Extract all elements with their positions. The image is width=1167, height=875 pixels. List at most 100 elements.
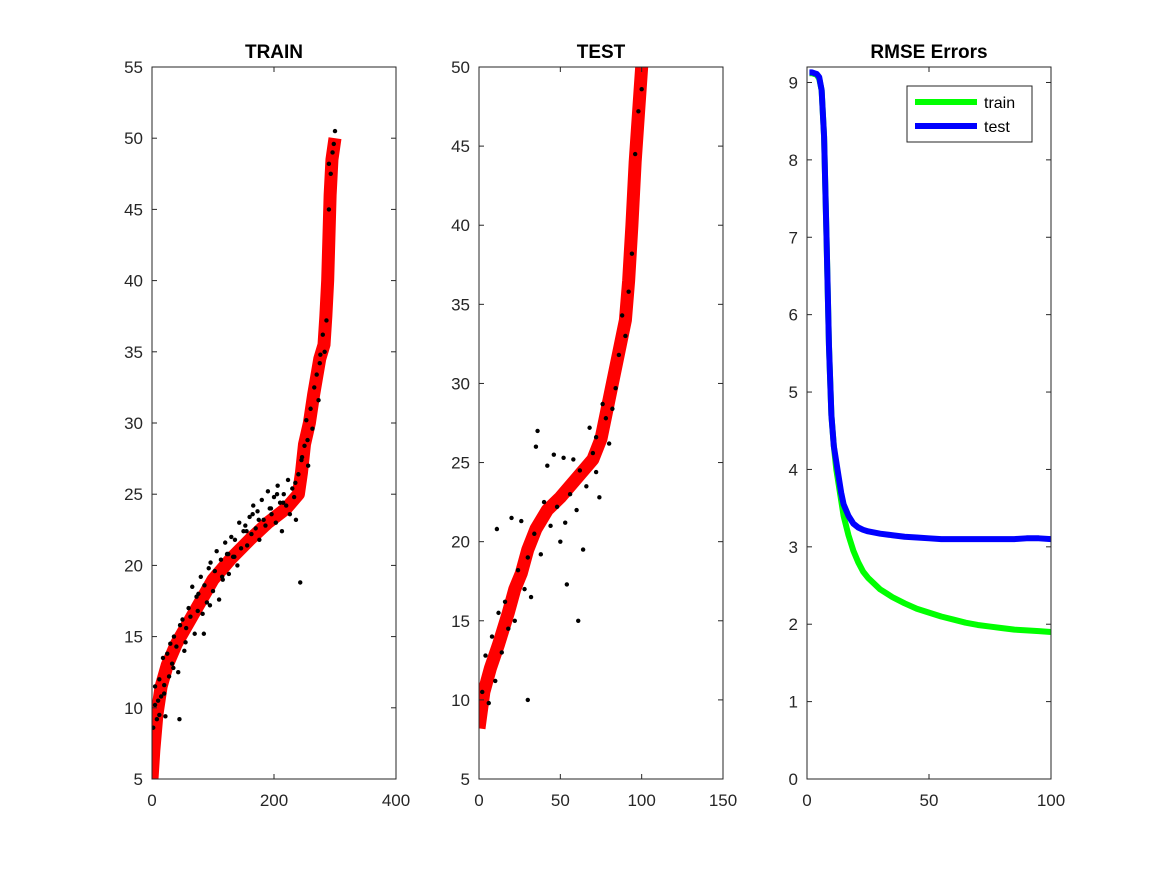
train-data-point xyxy=(305,437,310,443)
test-data-point xyxy=(533,444,539,449)
train-data-point xyxy=(250,511,255,517)
train-data-point xyxy=(243,523,248,528)
train-data-point xyxy=(244,543,250,548)
train-y-tick-label: 15 xyxy=(124,628,143,647)
train-data-point xyxy=(152,725,156,730)
train-data-point xyxy=(304,417,309,423)
test-data-point xyxy=(603,416,609,421)
test-data-point xyxy=(548,523,553,529)
panel-rmse: 0 50 100 0 1 2 3 4 5 6 7 8 9 RMSE Errors train test xyxy=(789,42,1066,810)
train-data-point xyxy=(214,548,219,554)
test-data-point xyxy=(483,653,488,658)
test-data-point xyxy=(509,515,514,521)
test-data-point xyxy=(545,463,550,468)
train-data-point xyxy=(326,161,332,167)
train-data-point xyxy=(166,674,172,679)
rmse-y-tick-label: 2 xyxy=(789,615,798,634)
test-data-point xyxy=(564,582,570,587)
train-y-tick-label: 25 xyxy=(124,485,143,504)
train-data-point xyxy=(241,529,246,534)
train-data-point xyxy=(183,625,189,631)
test-data-point xyxy=(532,531,537,536)
test-data-point xyxy=(519,518,524,524)
train-data-point xyxy=(277,500,283,505)
test-data-point xyxy=(522,586,527,592)
test-data-point xyxy=(496,610,501,616)
train-y-tick-label: 5 xyxy=(134,770,143,789)
test-data-point xyxy=(551,452,557,457)
test-x-tick-label: 150 xyxy=(709,791,737,810)
train-data-point xyxy=(235,563,240,568)
train-x-tick-label: 0 xyxy=(147,791,156,810)
train-data-point xyxy=(308,406,313,411)
test-axes-frame xyxy=(478,66,724,780)
test-data-point xyxy=(597,495,602,500)
test-data-point xyxy=(616,352,622,358)
train-data-point xyxy=(293,517,299,523)
test-x-tick-label: 50 xyxy=(551,791,570,810)
train-data-point xyxy=(219,574,225,579)
test-y-tick-label: 15 xyxy=(451,612,470,631)
legend-label-test: test xyxy=(984,119,1010,136)
train-data-point xyxy=(180,617,185,622)
test-data-point xyxy=(506,626,511,631)
train-y-tick-label: 55 xyxy=(124,58,143,77)
train-data-point xyxy=(302,443,307,448)
train-data-point xyxy=(255,509,260,514)
train-data-point xyxy=(318,352,323,357)
train-data-point xyxy=(247,514,252,520)
train-data-point xyxy=(176,670,181,675)
train-data-point xyxy=(263,523,268,528)
train-data-point xyxy=(152,702,158,708)
train-data-point xyxy=(253,526,258,531)
train-y-tick-label: 10 xyxy=(124,699,143,718)
test-y-tick-label: 5 xyxy=(461,770,470,789)
test-plot-area xyxy=(479,67,649,730)
rmse-y-tick-label: 7 xyxy=(789,228,798,247)
train-data-point xyxy=(158,694,164,699)
test-data-point xyxy=(489,634,495,639)
rmse-x-tick-label: 50 xyxy=(920,791,939,810)
train-data-point xyxy=(169,661,175,666)
rmse-y-tick-label: 8 xyxy=(789,151,798,170)
train-data-point xyxy=(152,684,158,689)
train-data-point xyxy=(237,520,242,525)
train-data-point xyxy=(285,477,291,483)
train-data-point xyxy=(195,608,200,614)
train-data-point xyxy=(216,597,222,602)
train-data-point xyxy=(163,714,168,719)
test-data-point xyxy=(563,520,568,525)
test-fit-line xyxy=(479,67,649,730)
test-data-point xyxy=(590,450,596,456)
train-data-point xyxy=(174,644,179,649)
train-data-point xyxy=(256,517,261,523)
test-x-tick-label: 0 xyxy=(474,791,483,810)
train-data-point xyxy=(257,537,262,542)
train-data-point xyxy=(232,554,237,560)
test-data-point xyxy=(486,700,491,706)
test-y-tick-label: 35 xyxy=(451,295,470,314)
test-data-point xyxy=(554,504,560,510)
train-data-point xyxy=(326,207,332,212)
test-data-point xyxy=(541,499,547,505)
train-data-point xyxy=(249,531,254,537)
train-plot-area xyxy=(152,128,342,779)
test-data-point xyxy=(571,457,576,462)
train-x-tick-label: 200 xyxy=(260,791,288,810)
train-data-point xyxy=(177,623,183,628)
train-data-point xyxy=(265,489,271,494)
rmse-train-line xyxy=(808,70,1051,635)
test-data-point xyxy=(535,428,540,434)
train-data-point xyxy=(293,480,298,486)
rmse-legend: train test xyxy=(906,85,1033,143)
test-data-point xyxy=(499,650,504,655)
test-data-point xyxy=(567,492,573,497)
train-y-tick-label: 40 xyxy=(124,272,143,291)
train-data-point xyxy=(223,540,228,545)
test-data-point xyxy=(502,599,508,604)
train-data-point xyxy=(290,486,295,491)
test-data-point xyxy=(587,425,592,430)
test-x-tick-label: 100 xyxy=(627,791,655,810)
test-data-point xyxy=(538,552,544,557)
